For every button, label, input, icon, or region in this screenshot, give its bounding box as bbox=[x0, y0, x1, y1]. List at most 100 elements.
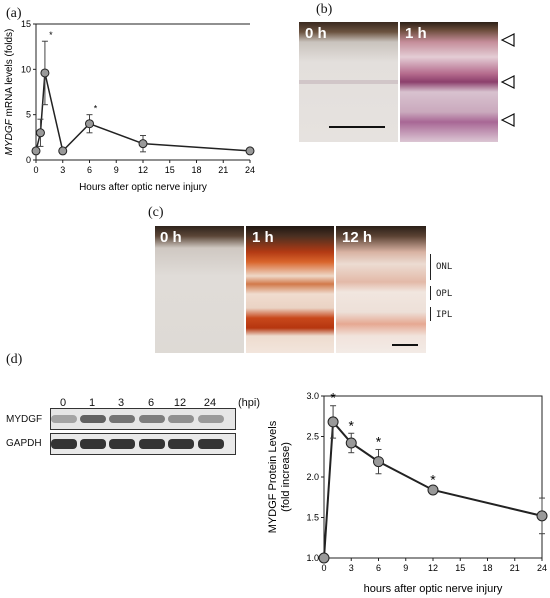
micrograph-b-1h-label: 1 h bbox=[405, 25, 427, 42]
chart-a-xlabel: Hours after optic nerve injury bbox=[79, 182, 207, 193]
y-tick-label: 5 bbox=[26, 110, 31, 120]
blot-band bbox=[51, 439, 77, 449]
y-tick-label: 15 bbox=[21, 19, 31, 29]
arrowheads bbox=[500, 33, 515, 127]
data-point bbox=[31, 146, 41, 156]
significance-star: * bbox=[94, 104, 98, 114]
y-tick-label: 10 bbox=[21, 64, 31, 74]
blot-gapdh bbox=[50, 433, 236, 455]
micrograph-c-1h: 1 h bbox=[246, 226, 334, 353]
y-tick-label: 2.0 bbox=[306, 472, 319, 482]
x-tick-label: 6 bbox=[87, 165, 92, 175]
micrograph-b-0h: 0 h bbox=[299, 22, 398, 142]
layer-bracket bbox=[430, 254, 431, 280]
x-tick-label: 18 bbox=[482, 563, 492, 573]
chart-a-ylabel: MYDGF mRNA levels (folds) bbox=[4, 29, 15, 156]
series-line bbox=[323, 419, 543, 559]
x-tick-label: 9 bbox=[114, 165, 119, 175]
x-tick-label: 21 bbox=[218, 165, 228, 175]
micrograph-b-0h-label: 0 h bbox=[305, 25, 327, 42]
layer-bracket bbox=[430, 307, 431, 321]
blot-band bbox=[168, 415, 194, 423]
lane-label: 3 bbox=[117, 397, 125, 409]
y-tick-label: 1.0 bbox=[306, 553, 319, 563]
micrograph-c-12h: 12 h bbox=[336, 226, 426, 353]
panel-a-label: (a) bbox=[6, 6, 22, 21]
data-point bbox=[245, 146, 255, 156]
data-point bbox=[318, 552, 330, 564]
micrograph-c-0h-label: 0 h bbox=[160, 229, 182, 246]
blot-band bbox=[198, 439, 224, 449]
panel-c-label: (c) bbox=[148, 205, 164, 220]
micrograph-c-0h: 0 h bbox=[155, 226, 244, 353]
chart-d-ylabel: MYDGF Protein Levels bbox=[267, 420, 279, 533]
data-point bbox=[85, 119, 94, 129]
chart-d-ylabel-sub: (fold increase) bbox=[280, 442, 292, 512]
significance-star: * bbox=[349, 417, 355, 433]
y-tick-label: 3.0 bbox=[306, 391, 319, 401]
significance-star: * bbox=[49, 30, 53, 40]
blot-band bbox=[80, 415, 106, 423]
blot-row-label-gapdh: GAPDH bbox=[6, 438, 42, 449]
blot-band bbox=[139, 439, 165, 449]
chart-d: 0 3 6 9 12 15 18 21 24 1.0 1.5 2.0 2.5 3.0 * * * * hours… bbox=[267, 390, 548, 595]
micrograph-c-12h-label: 12 h bbox=[342, 229, 373, 246]
blot-band bbox=[109, 439, 135, 449]
chart-d-xlabel: hours after optic nerve injury bbox=[364, 583, 503, 595]
data-point bbox=[536, 510, 548, 522]
arrowhead-icon bbox=[500, 113, 515, 127]
arrowhead-icon bbox=[500, 75, 515, 89]
hpi-unit: (hpi) bbox=[238, 397, 261, 409]
arrowhead-icon bbox=[500, 33, 515, 47]
panel-b-label: (b) bbox=[316, 2, 333, 17]
micrograph-c-1h-label: 1 h bbox=[252, 229, 274, 246]
blot-band bbox=[168, 439, 194, 449]
data-point bbox=[427, 484, 439, 496]
data-point bbox=[345, 437, 357, 449]
layer-label-ipl: IPL bbox=[436, 310, 453, 320]
significance-star: * bbox=[430, 472, 436, 488]
x-tick-label: 18 bbox=[191, 165, 201, 175]
lane-label: 0 bbox=[59, 397, 67, 409]
panel-d-label: (d) bbox=[6, 352, 23, 367]
x-tick-label: 6 bbox=[376, 563, 381, 573]
chart-a-ylabel-rest: mRNA levels (folds) bbox=[4, 29, 15, 120]
x-tick-label: 21 bbox=[510, 563, 520, 573]
blot-band bbox=[139, 415, 165, 423]
blot-row-label-mydgf: MYDGF bbox=[6, 414, 43, 425]
lane-label: 24 bbox=[203, 397, 217, 409]
x-tick-label: 9 bbox=[403, 563, 408, 573]
y-tick-label: 0 bbox=[26, 155, 31, 165]
significance-star: * bbox=[376, 433, 382, 449]
chart-a: 0 3 6 9 12 15 18 21 24 0 5 10 15 * * Hours after opti… bbox=[4, 19, 255, 193]
data-point bbox=[138, 139, 148, 149]
x-tick-label: 3 bbox=[60, 165, 65, 175]
x-tick-label: 3 bbox=[349, 563, 354, 573]
data-point bbox=[327, 416, 339, 428]
blot-band bbox=[80, 439, 106, 449]
blot-band bbox=[198, 415, 224, 423]
blot-band bbox=[51, 415, 77, 423]
micrograph-b-1h: 1 h bbox=[400, 22, 498, 142]
x-tick-label: 24 bbox=[245, 165, 255, 175]
layer-label-opl: OPL bbox=[436, 289, 453, 299]
significance-star: * bbox=[330, 390, 336, 406]
x-tick-label: 12 bbox=[428, 563, 438, 573]
x-tick-label: 0 bbox=[33, 165, 38, 175]
blot-band bbox=[109, 415, 135, 423]
chart-a-ylabel-gene: MYDGF bbox=[4, 118, 15, 155]
data-point bbox=[35, 128, 45, 138]
layer-label-onl: ONL bbox=[436, 262, 453, 272]
lane-label: 12 bbox=[173, 397, 187, 409]
x-tick-label: 12 bbox=[138, 165, 148, 175]
scale-bar bbox=[329, 126, 385, 128]
data-point bbox=[373, 456, 384, 468]
x-tick-label: 15 bbox=[165, 165, 175, 175]
layer-bracket bbox=[430, 286, 431, 300]
scale-bar bbox=[392, 344, 418, 346]
data-point bbox=[40, 68, 50, 78]
y-tick-label: 2.5 bbox=[306, 432, 319, 442]
lane-label: 6 bbox=[147, 397, 155, 409]
x-tick-label: 24 bbox=[537, 563, 547, 573]
lane-label: 1 bbox=[88, 397, 96, 409]
